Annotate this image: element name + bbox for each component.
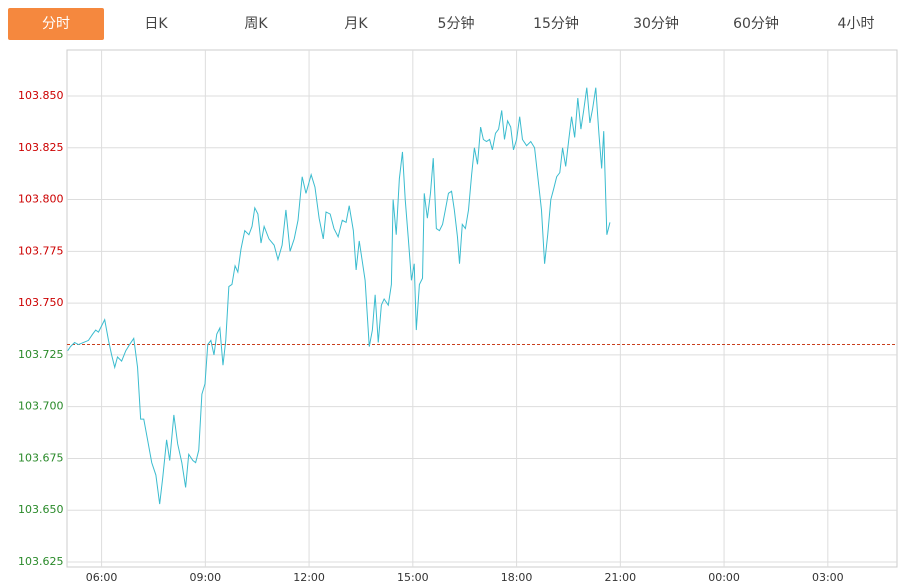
- x-tick-label: 09:00: [189, 571, 221, 584]
- tab[interactable]: 30分钟: [633, 16, 679, 32]
- y-tick-label: 103.625: [18, 555, 64, 568]
- price-line: [67, 87, 611, 505]
- y-tick-label: 103.725: [18, 348, 64, 361]
- tab[interactable]: 分时: [8, 8, 104, 40]
- x-tick-label: 00:00: [708, 571, 740, 584]
- y-tick-label: 103.650: [18, 503, 64, 516]
- x-tick-label: 18:00: [501, 571, 533, 584]
- y-tick-label: 103.825: [18, 141, 64, 154]
- tab[interactable]: 周K: [244, 16, 268, 32]
- y-tick-label: 103.775: [18, 244, 64, 257]
- x-tick-label: 15:00: [397, 571, 429, 584]
- y-tick-label: 103.850: [18, 89, 64, 102]
- x-tick-label: 12:00: [293, 571, 325, 584]
- y-tick-label: 103.700: [18, 400, 64, 413]
- tab[interactable]: 15分钟: [533, 16, 579, 32]
- tab[interactable]: 日K: [144, 16, 168, 32]
- tab[interactable]: 4小时: [837, 16, 875, 32]
- x-tick-label: 06:00: [86, 571, 118, 584]
- tab-bar: 分时 日K 周K 月K 5分钟 15分钟 30分钟 60分钟 4小时: [8, 8, 908, 40]
- x-tick-label: 21:00: [604, 571, 636, 584]
- y-tick-label: 103.750: [18, 296, 64, 309]
- tab[interactable]: 60分钟: [733, 16, 779, 32]
- y-tick-label: 103.800: [18, 193, 64, 206]
- tab[interactable]: 5分钟: [437, 16, 475, 32]
- tab[interactable]: 月K: [344, 16, 368, 32]
- x-tick-label: 03:00: [812, 571, 844, 584]
- plot-frame: [66, 49, 898, 568]
- y-tick-label: 103.675: [18, 451, 64, 464]
